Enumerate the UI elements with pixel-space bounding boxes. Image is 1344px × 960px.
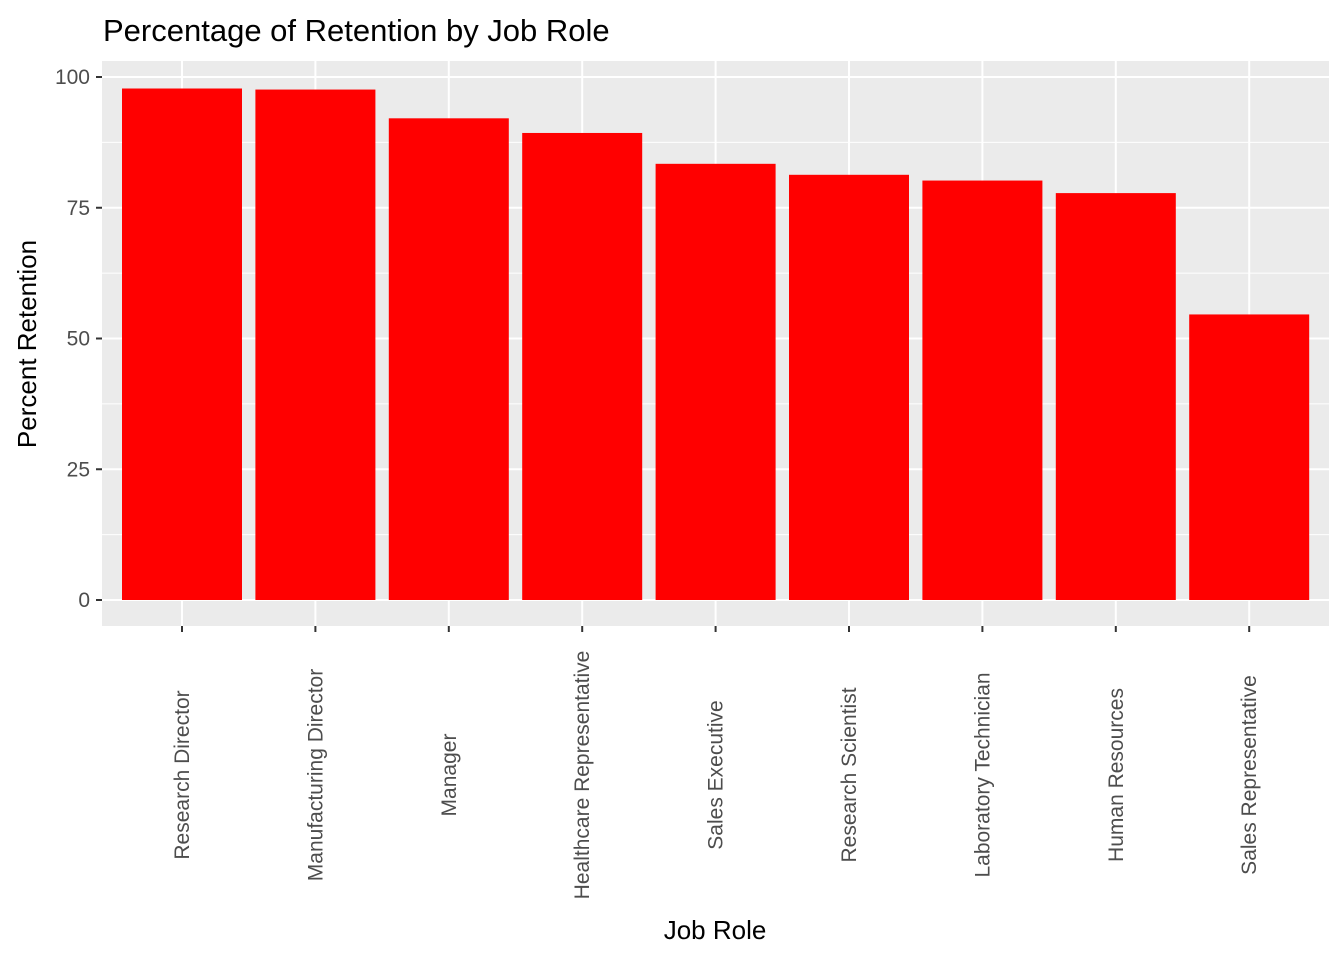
- y-tick-label: 100: [55, 66, 90, 89]
- bar: [1189, 314, 1310, 600]
- bar: [255, 89, 376, 600]
- bar: [1055, 193, 1176, 600]
- bar: [922, 180, 1043, 600]
- y-tick-label: 75: [67, 197, 90, 220]
- bar: [388, 118, 509, 600]
- y-tick-label: 25: [67, 458, 90, 481]
- x-tick-label: Research Scientist: [838, 687, 861, 862]
- y-axis: 0 25 50 75 100: [55, 66, 102, 612]
- bar: [789, 174, 909, 600]
- x-tick-label: Sales Representative: [1238, 675, 1261, 875]
- y-tick-label: 50: [67, 328, 90, 351]
- y-axis-title: Percent Retention: [12, 240, 42, 448]
- x-tick-label: Laboratory Technician: [971, 672, 994, 877]
- y-tick-label: 0: [78, 589, 90, 612]
- bar: [655, 163, 776, 600]
- x-tick-label: Research Director: [171, 690, 194, 859]
- x-tick-label: Manufacturing Director: [304, 669, 327, 881]
- x-tick-label: Human Resources: [1105, 688, 1128, 862]
- x-axis: Research Director Manufacturing Director M…: [171, 626, 1261, 899]
- x-axis-title: Job Role: [664, 915, 767, 945]
- bar: [522, 132, 643, 600]
- bar: [122, 88, 242, 601]
- x-tick-label: Manager: [438, 734, 461, 817]
- bars: [122, 88, 1310, 601]
- chart-title: Percentage of Retention by Job Role: [103, 13, 610, 48]
- x-tick-label: Healthcare Representative: [571, 651, 594, 900]
- x-tick-label: Sales Executive: [705, 700, 728, 849]
